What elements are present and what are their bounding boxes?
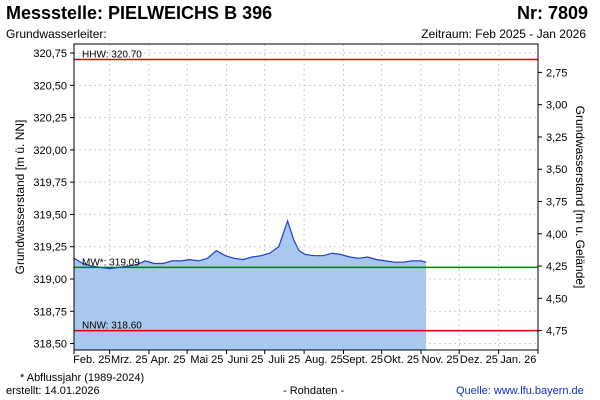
y2-tick-label: 4,25: [546, 261, 567, 273]
y-tick-label: 319,75: [33, 177, 67, 189]
plot-frame: [73, 43, 539, 351]
x-tick-label: Mai 25: [190, 354, 223, 366]
y-tick-label: 319,00: [33, 274, 67, 286]
y2-tick-label: 2,75: [546, 67, 567, 79]
period-label: Zeitraum: Feb 2025 - Jan 2026: [421, 27, 586, 41]
y-tick-label: 319,50: [33, 209, 67, 221]
y-tick-label: 318,75: [33, 306, 67, 318]
x-tick-label: Jan. 26: [500, 354, 536, 366]
x-tick-label: Feb. 25: [73, 354, 110, 366]
y2-tick-label: 4,75: [546, 326, 567, 338]
y-tick-label: 319,25: [33, 242, 67, 254]
station-number: Nr: 7809: [516, 3, 588, 23]
source-link[interactable]: Quelle: www.lfu.bayern.de: [456, 385, 584, 397]
x-tick-label: Apr. 25: [151, 354, 186, 366]
y2-axis-title: Grundwasserstand [m u. Gelände]: [573, 106, 587, 289]
x-tick-label: Juli 25: [268, 354, 300, 366]
y-axis-ticks: 320,75 320,50 320,25 320,00 319,75 319,50 319,…: [33, 48, 74, 351]
y2-tick-label: 3,50: [546, 164, 567, 176]
x-tick-label: Nov. 25: [422, 354, 459, 366]
y2-tick-label: 3,25: [546, 132, 567, 144]
reference-label: NNW: 318.60: [82, 321, 142, 332]
x-axis-ticks: Feb. 25 Mrz. 25 Apr. 25 Mai 25 Juni 25 Juli 2…: [73, 350, 539, 366]
footnote: * Abflussjahr (1989-2024): [20, 372, 145, 384]
reference-label: MW*: 319.09: [82, 257, 140, 268]
y-tick-label: 318,50: [33, 339, 67, 351]
y2-tick-label: 3,00: [546, 100, 567, 112]
x-tick-label: Mrz. 25: [111, 354, 148, 366]
reference-lines: HHW: 320.70 MW*: 319.09 NNW: 318.60: [74, 49, 538, 332]
y-tick-label: 320,75: [33, 48, 67, 60]
y2-tick-label: 3,75: [546, 197, 567, 209]
y2-tick-label: 4,50: [546, 293, 567, 305]
x-tick-label: Okt. 25: [384, 354, 419, 366]
y-axis-title: Grundwasserstand [m ü. NN]: [13, 120, 27, 275]
x-tick-label: Juni 25: [228, 354, 263, 366]
page-title: Messstelle: PIELWEICHS B 396: [6, 3, 273, 23]
x-tick-label: Sept. 25: [342, 354, 383, 366]
x-tick-label: Dez. 25: [460, 354, 498, 366]
x-tick-label: Aug. 25: [305, 354, 343, 366]
water-level-area: [74, 220, 427, 350]
raw-data-label: - Rohdaten -: [283, 385, 345, 397]
created-date: erstellt: 14.01.2026: [6, 385, 100, 397]
reference-label: HHW: 320.70: [82, 49, 142, 60]
aquifer-label: Grundwasserleiter:: [6, 27, 107, 41]
y-tick-label: 320,00: [33, 145, 67, 157]
y-tick-label: 320,25: [33, 113, 67, 125]
y2-tick-label: 4,00: [546, 229, 567, 241]
water-level-line: [73, 219, 427, 270]
y-tick-label: 320,50: [33, 80, 67, 92]
y2-axis-ticks: 2,75 3,00 3,25 3,50 3,75 4,00 4,25 4,50 4,75: [538, 67, 567, 338]
